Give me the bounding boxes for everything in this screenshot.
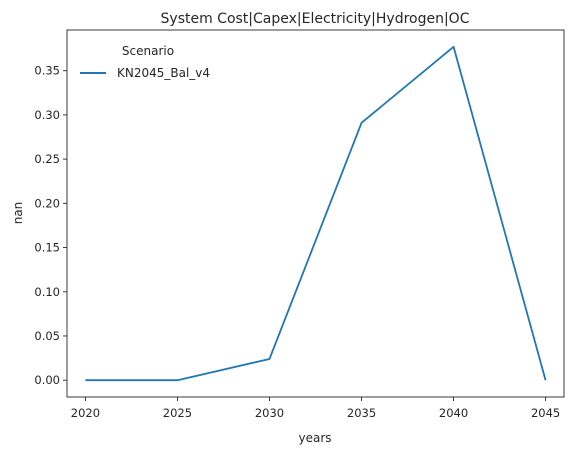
x-axis-label: years: [298, 431, 331, 445]
data-point: [452, 45, 455, 48]
data-point: [268, 357, 271, 360]
x-tick-label: 2040: [439, 406, 468, 420]
x-tick-label: 2045: [531, 406, 560, 420]
plot-area-frame: [66, 29, 565, 398]
x-axis: 2020 2025 2030 2035 2040 2045: [71, 397, 560, 420]
y-tick-label: 0.15: [34, 241, 60, 255]
y-axis-label: nan: [11, 202, 25, 225]
y-tick-label: 0.20: [34, 196, 60, 210]
y-tick-label: 0.00: [34, 373, 60, 387]
y-tick-label: 0.10: [34, 285, 60, 299]
data-point: [360, 121, 363, 124]
y-axis: 0.00 0.05 0.10 0.15 0.20 0.25 0.30 0.35: [34, 64, 67, 387]
legend-entry-label: KN2045_Bal_v4: [117, 66, 210, 80]
data-point: [84, 379, 87, 382]
y-tick-label: 0.30: [34, 108, 60, 122]
y-tick-label: 0.35: [34, 64, 60, 78]
x-tick-label: 2025: [163, 406, 192, 420]
legend: Scenario KN2045_Bal_v4: [80, 44, 210, 80]
x-tick-label: 2020: [71, 406, 100, 420]
y-tick-label: 0.25: [34, 152, 60, 166]
y-tick-label: 0.05: [34, 329, 60, 343]
series-line: [85, 45, 547, 382]
data-point: [544, 379, 547, 382]
legend-title: Scenario: [122, 44, 174, 58]
x-tick-label: 2035: [347, 406, 376, 420]
x-tick-label: 2030: [255, 406, 284, 420]
data-point: [176, 379, 179, 382]
series-layer: [84, 45, 547, 382]
chart-title: System Cost|Capex|Electricity|Hydrogen|O…: [161, 11, 470, 27]
